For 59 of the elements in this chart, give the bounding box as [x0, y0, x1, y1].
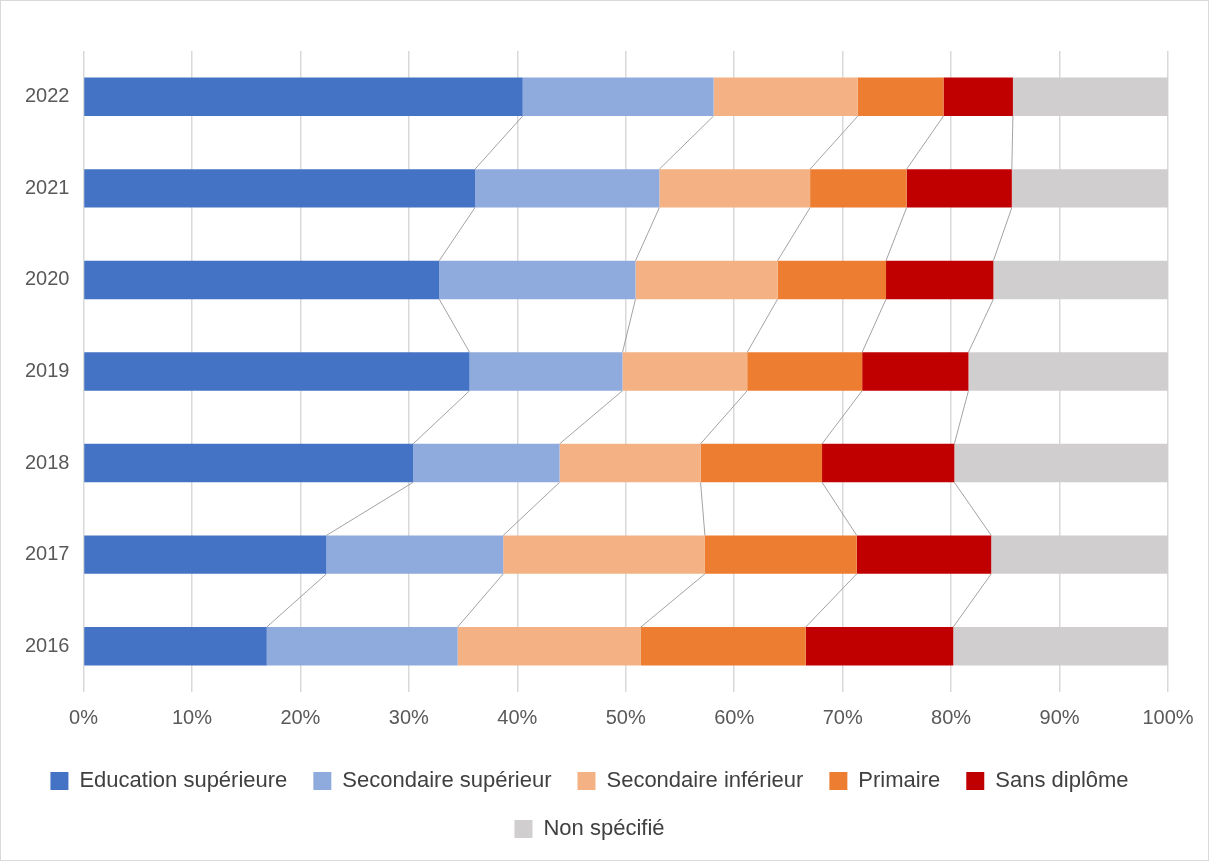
bar — [822, 443, 955, 483]
x-tick-label: 70% — [822, 705, 863, 728]
bar — [469, 352, 623, 391]
y-tick-label: 2021 — [24, 175, 70, 198]
x-tick-label: 30% — [388, 705, 430, 728]
bar — [439, 260, 636, 300]
y-tick-label: 2018 — [24, 450, 70, 473]
y-tick-label: 2019 — [24, 359, 70, 382]
bar — [856, 535, 992, 574]
bar — [266, 626, 458, 666]
bar — [810, 169, 907, 208]
bar — [943, 77, 1013, 117]
legend-label: Education supérieure — [79, 767, 288, 793]
bar — [886, 260, 994, 300]
bar — [457, 626, 641, 666]
bar — [559, 443, 701, 483]
y-tick-label: 2020 — [24, 267, 70, 290]
bar — [84, 443, 414, 483]
x-tick-label: 60% — [714, 705, 755, 728]
x-tick-label: 80% — [931, 705, 972, 728]
legend-label: Sans diplôme — [995, 767, 1129, 793]
bar — [906, 169, 1012, 208]
bar — [413, 443, 560, 483]
bar — [747, 352, 863, 391]
bar — [635, 260, 778, 300]
bar — [84, 535, 327, 574]
x-tick-label: 90% — [1039, 705, 1080, 728]
x-tick-label: 0% — [69, 705, 99, 728]
bar — [84, 260, 440, 300]
y-tick-label: 2017 — [24, 542, 70, 565]
bar — [84, 77, 523, 117]
bar — [659, 169, 811, 208]
bar — [503, 535, 705, 574]
bar — [857, 77, 944, 117]
legend-label: Secondaire inférieur — [606, 767, 804, 793]
bar — [805, 626, 954, 666]
bar — [640, 626, 806, 666]
bar — [475, 169, 660, 208]
bar — [84, 169, 475, 208]
y-tick-label: 2022 — [24, 84, 70, 107]
bar — [326, 535, 504, 574]
legend-label: Primaire — [858, 767, 941, 793]
x-tick-label: 100% — [1142, 705, 1194, 728]
bar — [862, 352, 969, 391]
x-tick-label: 20% — [280, 705, 321, 728]
bar — [700, 443, 823, 483]
bar — [713, 77, 858, 117]
x-tick-label: 10% — [171, 705, 213, 728]
legend-label: Non spécifié — [543, 815, 665, 841]
bar — [522, 77, 714, 117]
bar — [622, 352, 748, 391]
bar — [704, 535, 857, 574]
bar — [777, 260, 887, 300]
legend-label: Secondaire supérieur — [342, 767, 552, 793]
y-tick-label: 2016 — [24, 633, 70, 656]
bar — [84, 352, 470, 391]
x-tick-label: 50% — [605, 705, 646, 728]
x-tick-label: 40% — [497, 705, 538, 728]
bar — [84, 626, 267, 666]
